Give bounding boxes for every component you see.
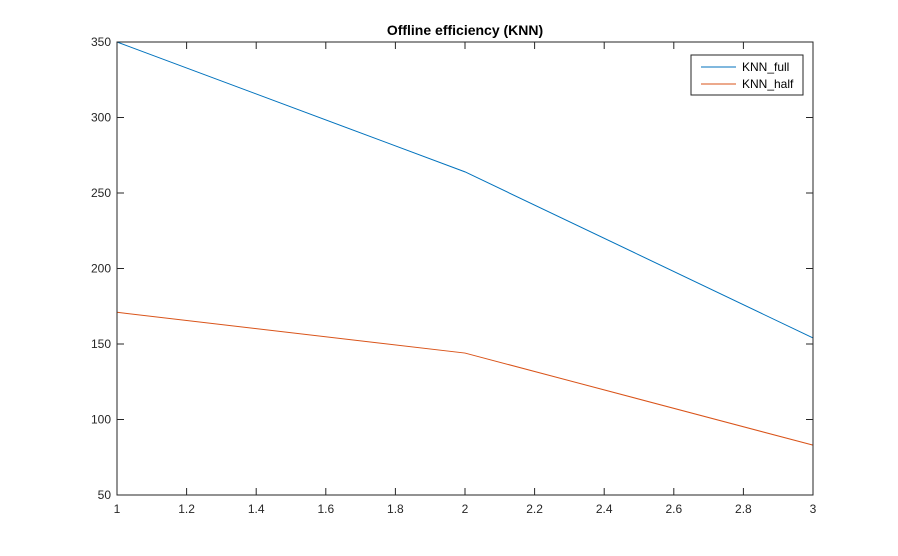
legend-label-knn-half: KNN_half xyxy=(742,77,794,91)
x-tick-label: 2.6 xyxy=(665,502,682,516)
y-tick-label: 150 xyxy=(91,337,111,351)
series-line-knn-full xyxy=(116,41,814,339)
x-tick-label: 1 xyxy=(114,502,121,516)
x-tick-label: 1.2 xyxy=(178,502,195,516)
legend: KNN_full KNN_half xyxy=(690,54,804,96)
x-tick-label: 2.2 xyxy=(526,502,543,516)
x-tick-label: 2 xyxy=(462,502,469,516)
y-tick-label: 300 xyxy=(91,111,111,125)
x-tick-label: 1.8 xyxy=(387,502,404,516)
x-tick-label: 3 xyxy=(810,502,817,516)
y-tick-label: 200 xyxy=(91,262,111,276)
chart-title: Offline efficiency (KNN) xyxy=(387,22,543,38)
legend-label-knn-full: KNN_full xyxy=(742,60,789,74)
y-tick-label: 50 xyxy=(98,488,112,502)
y-tick-label: 100 xyxy=(91,413,111,427)
legend-box xyxy=(690,54,804,96)
plot-area xyxy=(116,41,814,446)
x-tick-label: 2.4 xyxy=(596,502,613,516)
axes: 1 1.2 1.4 1.6 1.8 2 2.2 2.4 2.6 2.8 35010015020025… xyxy=(91,35,817,516)
x-tick-label: 1.6 xyxy=(317,502,334,516)
x-tick-label: 1.4 xyxy=(248,502,265,516)
y-tick-label: 350 xyxy=(91,35,111,49)
y-tick-label: 250 xyxy=(91,186,111,200)
x-tick-label: 2.8 xyxy=(735,502,752,516)
series-line-knn-half xyxy=(116,311,814,446)
axes-box xyxy=(116,41,814,496)
